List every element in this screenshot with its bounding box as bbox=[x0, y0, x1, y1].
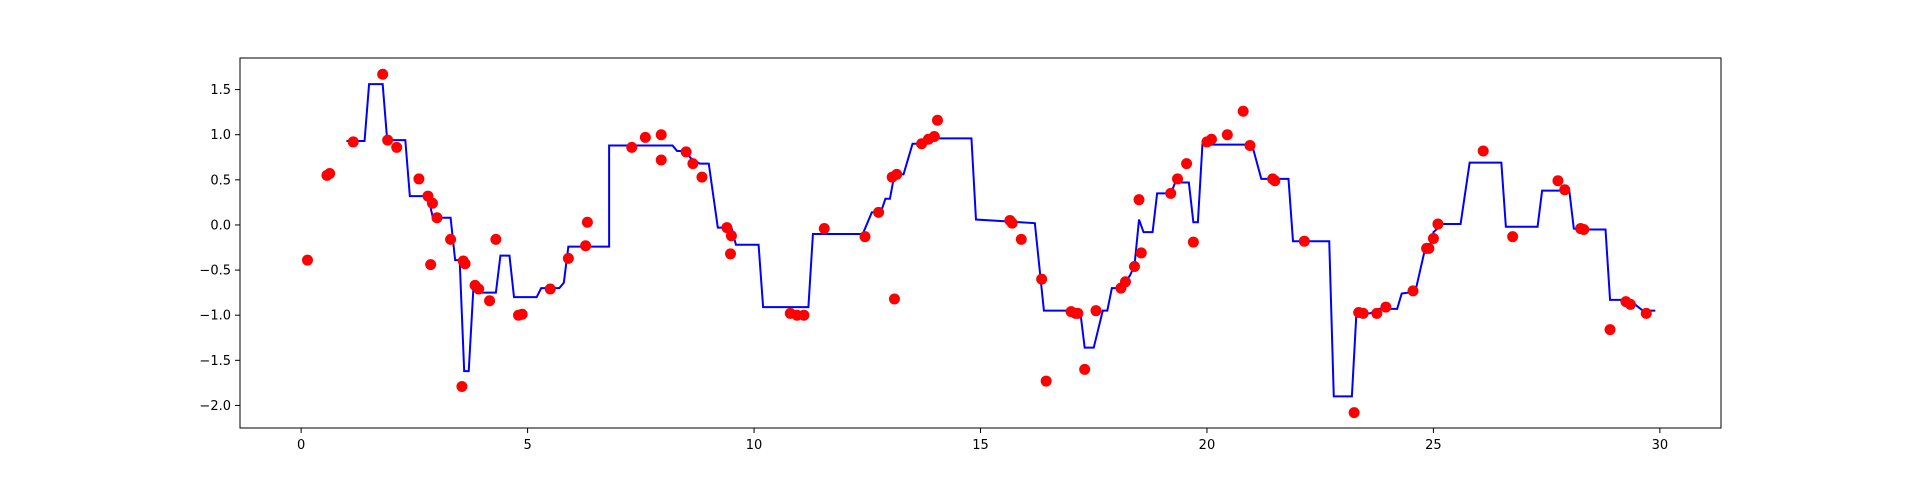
scatter-point bbox=[931, 114, 943, 126]
scatter-point bbox=[1244, 140, 1256, 152]
scatter-point bbox=[928, 131, 940, 143]
scatter-point bbox=[1006, 217, 1018, 229]
scatter-point bbox=[1432, 218, 1444, 230]
scatter-point bbox=[1015, 233, 1027, 245]
scatter-point bbox=[1187, 236, 1199, 248]
x-tick-label: 30 bbox=[1652, 438, 1669, 453]
scatter-point bbox=[413, 173, 425, 185]
scatter-point bbox=[347, 136, 359, 148]
x-tick-label: 5 bbox=[523, 438, 531, 453]
scatter-point bbox=[456, 380, 468, 392]
y-tick-label: −1.0 bbox=[199, 309, 231, 324]
scatter-point bbox=[1205, 133, 1217, 145]
scatter-point bbox=[1269, 175, 1281, 187]
scatter-point bbox=[721, 222, 733, 234]
scatter-point bbox=[562, 252, 574, 264]
scatter-point bbox=[1357, 307, 1369, 319]
axes: 0 5 10 15 20 25 30 −2.0 −1.5 −1.0 −0.5 0.0 0.5 1.0 1.5 bbox=[199, 57, 1722, 453]
scatter-point bbox=[655, 129, 667, 141]
scatter-point bbox=[655, 154, 667, 166]
scatter-point bbox=[1423, 242, 1435, 254]
scatter-point bbox=[725, 230, 737, 242]
scatter-point bbox=[798, 309, 810, 321]
scatter-point bbox=[1552, 175, 1564, 187]
scatter-point bbox=[1128, 260, 1140, 272]
x-tick-label: 0 bbox=[297, 438, 305, 453]
scatter-point bbox=[1624, 298, 1636, 310]
scatter-point bbox=[1380, 301, 1392, 313]
scatter-point bbox=[1090, 305, 1102, 317]
scatter-point bbox=[301, 254, 313, 266]
scatter-point bbox=[1133, 194, 1145, 206]
scatter-point bbox=[1371, 307, 1383, 319]
x-tick-label: 10 bbox=[746, 438, 763, 453]
scatter-point bbox=[687, 158, 699, 170]
y-tick-label: 0.0 bbox=[210, 218, 231, 233]
scatter-point bbox=[426, 197, 438, 209]
scatter-point bbox=[425, 259, 437, 271]
scatter-point bbox=[580, 240, 592, 252]
scatter-point bbox=[484, 295, 496, 307]
scatter-point bbox=[516, 308, 528, 320]
scatter-point bbox=[859, 231, 871, 243]
scatter-point bbox=[1135, 247, 1147, 259]
scatter-point bbox=[1172, 173, 1184, 185]
scatter-point bbox=[1407, 285, 1419, 297]
scatter-point bbox=[382, 134, 394, 146]
scatter-point bbox=[1079, 363, 1091, 375]
y-tick-label: 0.5 bbox=[210, 173, 231, 188]
y-tick-label: 1.5 bbox=[210, 83, 231, 98]
scatter-point bbox=[696, 171, 708, 183]
scatter-point bbox=[1119, 276, 1131, 288]
scatter-point bbox=[1427, 232, 1439, 244]
y-tick-label: −0.5 bbox=[199, 264, 231, 279]
scatter-point bbox=[324, 168, 336, 180]
scatter-point bbox=[1507, 231, 1519, 243]
scatter-point bbox=[1477, 145, 1489, 157]
y-tick-label: −2.0 bbox=[199, 399, 231, 414]
scatter-point bbox=[1348, 407, 1360, 419]
scatter-point bbox=[377, 68, 389, 80]
scatter-point bbox=[459, 258, 471, 270]
scatter-point bbox=[445, 233, 457, 245]
scatter-point bbox=[473, 283, 485, 295]
x-tick-label: 20 bbox=[1199, 438, 1216, 453]
scatter-point bbox=[544, 283, 556, 295]
y-tick-label: 1.0 bbox=[210, 128, 231, 143]
scatter-point bbox=[1072, 307, 1084, 319]
x-tick-label: 25 bbox=[1425, 438, 1442, 453]
scatter-point bbox=[1221, 129, 1233, 141]
scatter-point bbox=[1237, 105, 1249, 117]
scatter-point bbox=[1036, 273, 1048, 285]
y-tick-label: −1.5 bbox=[199, 354, 231, 369]
scatter-point bbox=[680, 146, 692, 158]
scatter-point bbox=[1181, 158, 1193, 170]
scatter-point bbox=[639, 131, 651, 143]
scatter-point bbox=[818, 223, 830, 235]
scatter-point bbox=[581, 216, 593, 228]
scatter-point bbox=[1578, 223, 1590, 235]
scatter-point bbox=[888, 293, 900, 305]
scatter-point bbox=[873, 206, 885, 218]
scatter-point bbox=[1040, 375, 1052, 387]
scatter-point bbox=[1559, 184, 1571, 196]
scatter-point bbox=[1298, 235, 1310, 247]
plot-marks bbox=[301, 68, 1656, 419]
scatter-point bbox=[891, 168, 903, 180]
x-tick-label: 15 bbox=[972, 438, 989, 453]
scatter-point bbox=[1640, 307, 1652, 319]
scatter-point bbox=[490, 233, 502, 245]
scatter-point bbox=[431, 212, 443, 224]
scatter-point bbox=[626, 141, 638, 153]
scatter-point bbox=[725, 248, 736, 260]
scatter-point bbox=[1604, 324, 1616, 336]
scatter-point bbox=[1165, 187, 1177, 199]
scatter-point bbox=[391, 141, 403, 153]
